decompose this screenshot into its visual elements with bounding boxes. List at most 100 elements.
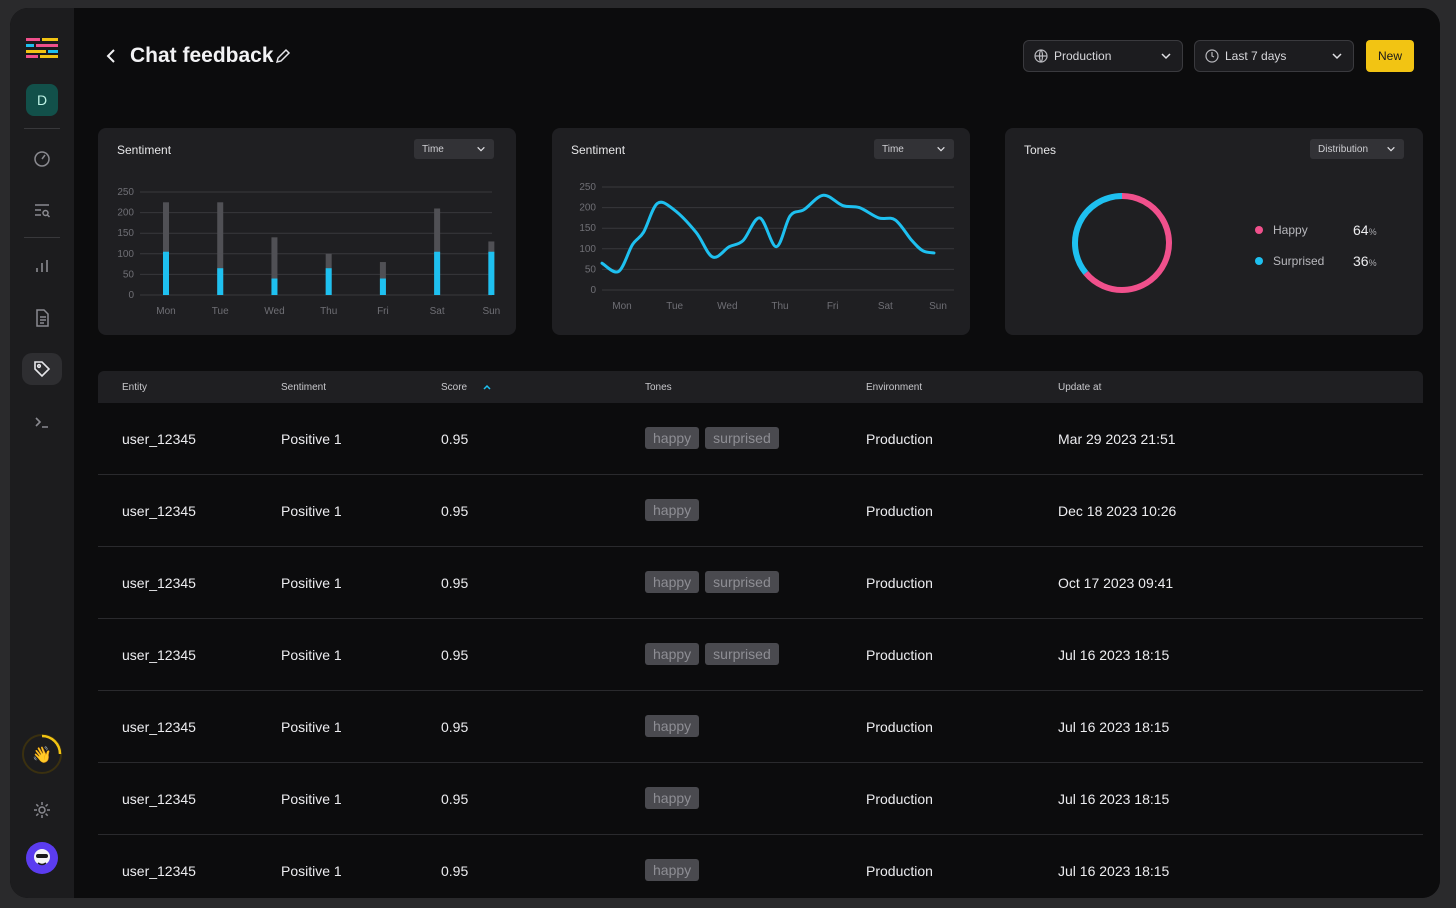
user-avatar[interactable]	[26, 842, 58, 874]
table-row[interactable]: user_12345 Positive 1 0.95 Production Mar 29…	[98, 403, 1423, 475]
sentiment-bar-card: Sentiment Time 0 50 100 150 200 250 Mon Tue Wed T…	[98, 128, 516, 335]
x-tick-label: Sun	[482, 306, 500, 317]
x-tick-label: Mon	[612, 301, 631, 312]
card-title: Tones	[1024, 143, 1057, 157]
workspace-avatar[interactable]: D	[26, 84, 58, 116]
document-icon[interactable]	[22, 302, 62, 334]
main-content: Chat feedback Production Last 7 days New…	[74, 8, 1440, 898]
time-range-value: Last 7 days	[1225, 49, 1287, 63]
tone-badge: happy	[645, 787, 700, 809]
column-environment[interactable]: Environment	[866, 382, 923, 393]
search-list-icon[interactable]	[22, 194, 62, 226]
y-tick-label: 0	[590, 285, 596, 296]
dashboard-gauge-icon[interactable]	[22, 142, 62, 174]
tone-badge: surprised	[705, 571, 779, 593]
column-updated[interactable]: Update at	[1058, 382, 1102, 393]
table-row[interactable]: user_12345 Positive 1 0.95 Production Jul 16…	[98, 835, 1423, 898]
column-sentiment[interactable]: Sentiment	[281, 382, 327, 393]
cell-environment: Production	[866, 431, 933, 447]
chart-mode-dropdown[interactable]: Distribution	[1310, 139, 1404, 159]
legend-label: Happy	[1273, 223, 1308, 237]
legend-value: 64%	[1353, 222, 1377, 238]
tone-tags: happy surprised	[645, 643, 785, 665]
legend-label: Surprised	[1273, 254, 1325, 268]
table-row[interactable]: user_12345 Positive 1 0.95 Production Dec 18…	[98, 475, 1423, 547]
bar	[379, 278, 386, 295]
y-tick-label: 100	[579, 244, 596, 255]
tone-badge: happy	[645, 859, 700, 881]
x-tick-label: Fri	[377, 306, 389, 317]
chevron-down-icon	[1332, 53, 1342, 60]
y-tick-label: 100	[117, 249, 134, 260]
x-tick-label: Fri	[827, 301, 839, 312]
y-tick-label: 150	[579, 223, 596, 234]
tone-badge: happy	[645, 427, 700, 449]
settings-gear-icon[interactable]	[22, 794, 62, 826]
bar	[325, 268, 332, 295]
cell-environment: Production	[866, 719, 933, 735]
card-title: Sentiment	[571, 143, 626, 157]
table-body: user_12345 Positive 1 0.95 Production Mar 29…	[98, 403, 1423, 898]
tone-badge: happy	[645, 715, 700, 737]
analytics-icon[interactable]	[22, 250, 62, 282]
cell-updated: Dec 18 2023 10:26	[1058, 503, 1177, 519]
onboarding-hand-icon[interactable]: 👋	[22, 734, 62, 774]
bar	[163, 251, 169, 295]
cell-environment: Production	[866, 503, 933, 519]
cell-score: 0.95	[441, 719, 469, 735]
cell-entity: user_12345	[122, 791, 196, 807]
cell-sentiment: Positive 1	[281, 719, 342, 735]
tones-donut-chart	[1072, 193, 1172, 293]
cell-score: 0.95	[441, 431, 469, 447]
new-button[interactable]: New	[1366, 40, 1414, 72]
chart-mode-dropdown[interactable]: Time	[414, 139, 494, 159]
tone-tags: happy surprised	[645, 571, 785, 593]
edit-pencil-icon[interactable]	[274, 47, 292, 65]
x-tick-label: Thu	[771, 301, 788, 312]
page-title: Chat feedback	[130, 44, 274, 67]
tones-card: Tones Distribution Happy 64% Surprised 3…	[1005, 128, 1423, 335]
x-tick-label: Wed	[264, 306, 284, 317]
table-row[interactable]: user_12345 Positive 1 0.95 Production Jul 16…	[98, 763, 1423, 835]
feedback-table: Entity Sentiment Score Tones Environment…	[98, 371, 1423, 898]
table-row[interactable]: user_12345 Positive 1 0.95 Production Jul 16…	[98, 691, 1423, 763]
cell-entity: user_12345	[122, 719, 196, 735]
cell-sentiment: Positive 1	[281, 791, 342, 807]
legend-value: 36%	[1353, 253, 1377, 269]
time-range-dropdown[interactable]: Last 7 days	[1194, 40, 1354, 72]
environment-dropdown[interactable]: Production	[1023, 40, 1183, 72]
legend-dot	[1255, 257, 1263, 265]
sentiment-line-chart: 0 50 100 150 200 250 Mon Tue Wed Thu Fri Sat Sun	[579, 182, 954, 312]
chart-mode-value: Time	[422, 143, 444, 155]
x-tick-label: Tue	[666, 301, 683, 312]
cell-updated: Jul 16 2023 18:15	[1058, 863, 1170, 879]
column-score[interactable]: Score	[441, 382, 468, 393]
sort-ascending-icon[interactable]	[482, 382, 492, 392]
cell-updated: Jul 16 2023 18:15	[1058, 719, 1170, 735]
cell-score: 0.95	[441, 575, 469, 591]
cell-score: 0.95	[441, 503, 469, 519]
cell-entity: user_12345	[122, 863, 196, 879]
svg-text:👋: 👋	[32, 746, 52, 764]
cell-score: 0.95	[441, 791, 469, 807]
table-row[interactable]: user_12345 Positive 1 0.95 Production Jul 16…	[98, 619, 1423, 691]
column-entity[interactable]: Entity	[122, 382, 148, 393]
series-line	[600, 193, 936, 274]
legend-item-happy: Happy 64%	[1255, 222, 1377, 238]
table-row[interactable]: user_12345 Positive 1 0.95 Production Oct 17…	[98, 547, 1423, 619]
cell-sentiment: Positive 1	[281, 863, 342, 879]
app-window: D 👋 Chat feedback	[10, 8, 1440, 898]
column-tones[interactable]: Tones	[645, 382, 672, 393]
x-tick-label: Wed	[717, 301, 737, 312]
back-chevron-icon[interactable]	[102, 46, 122, 66]
x-tick-label: Sun	[929, 301, 947, 312]
tag-icon[interactable]	[22, 353, 62, 385]
sentiment-bar-chart: 0 50 100 150 200 250 Mon Tue Wed Thu Fri Sat Sun	[117, 187, 500, 317]
environment-value: Production	[1054, 49, 1112, 63]
terminal-icon[interactable]	[22, 406, 62, 438]
tone-tags: happy	[645, 787, 705, 809]
bar	[271, 278, 278, 295]
globe-icon	[1034, 49, 1048, 63]
chart-mode-dropdown[interactable]: Time	[874, 139, 954, 159]
tone-badge: happy	[645, 643, 700, 665]
